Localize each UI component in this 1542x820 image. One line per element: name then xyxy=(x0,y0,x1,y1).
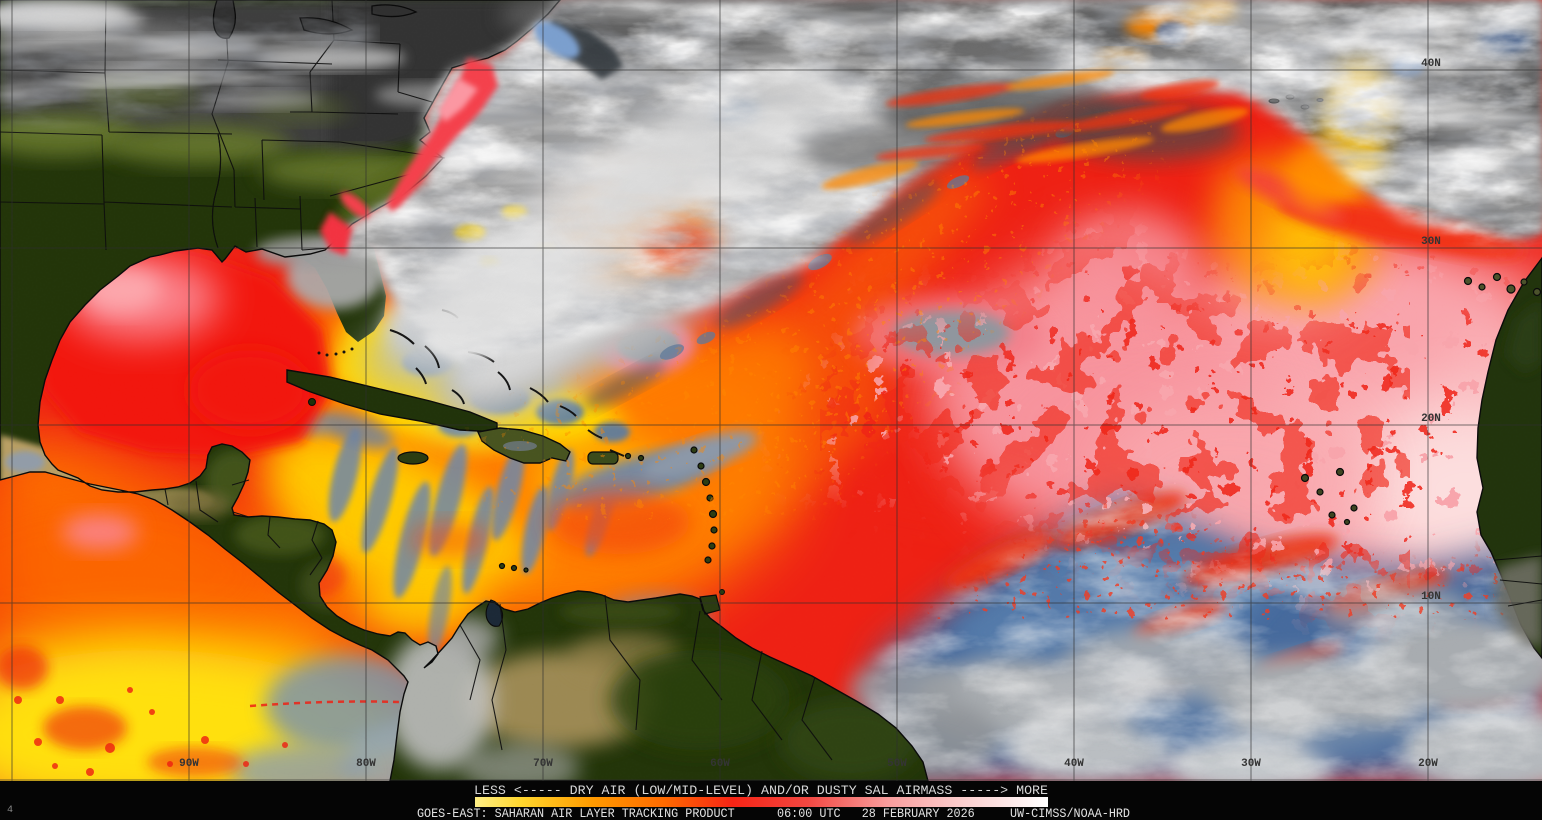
svg-text:40N: 40N xyxy=(1421,58,1441,70)
svg-text:80W: 80W xyxy=(356,758,376,770)
svg-text:30N: 30N xyxy=(1421,236,1441,248)
svg-text:60W: 60W xyxy=(710,758,730,770)
svg-text:20N: 20N xyxy=(1421,413,1441,425)
svg-text:GOES-EAST: SAHARAN AIR LAYER T: GOES-EAST: SAHARAN AIR LAYER TRACKING PR… xyxy=(417,807,1130,820)
svg-text:4: 4 xyxy=(7,805,13,816)
svg-text:40W: 40W xyxy=(1064,758,1084,770)
svg-text:30W: 30W xyxy=(1241,758,1261,770)
svg-text:20W: 20W xyxy=(1418,758,1438,770)
svg-text:50W: 50W xyxy=(887,758,907,770)
svg-text:LESS <----- DRY AIR (LOW/MID-L: LESS <----- DRY AIR (LOW/MID-LEVEL) AND/… xyxy=(474,784,1048,798)
svg-text:70W: 70W xyxy=(533,758,553,770)
svg-text:10N: 10N xyxy=(1421,591,1441,603)
svg-text:90W: 90W xyxy=(179,758,199,770)
